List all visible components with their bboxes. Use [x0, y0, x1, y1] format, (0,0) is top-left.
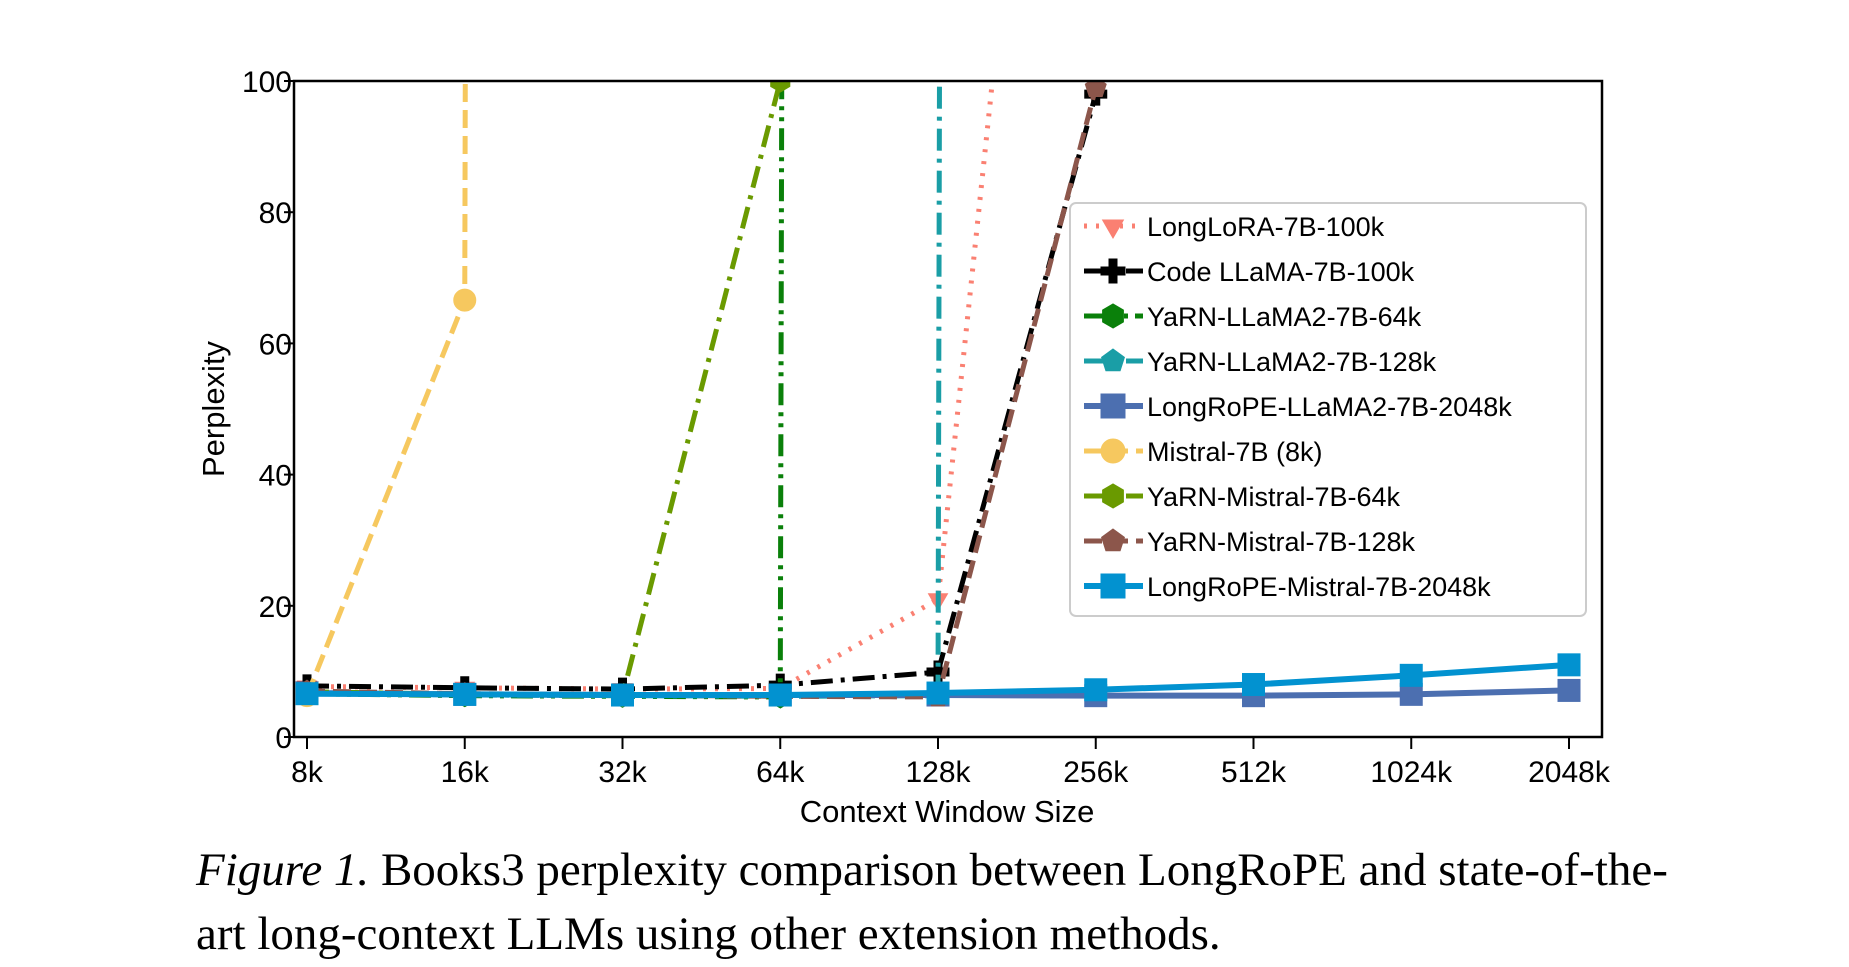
- series-line: [304, 81, 468, 697]
- legend-label: Mistral-7B (8k): [1147, 437, 1323, 467]
- caption-label: Figure 1.: [196, 844, 370, 896]
- y-tick-label: 60: [259, 328, 292, 361]
- square-marker: [1100, 573, 1126, 599]
- legend-item: YaRN-Mistral-7B-128k: [1084, 527, 1416, 557]
- square-marker: [295, 682, 319, 706]
- series-line: [306, 81, 942, 699]
- series-yarn-llama2-7b-128k: [295, 81, 950, 706]
- x-axis-label: Context Window Size: [800, 794, 1095, 829]
- plot-frame: [292, 79, 1604, 739]
- pentagon-marker: [1101, 528, 1125, 552]
- legend-item: LongRoPE-LLaMA2-7B-2048k: [1084, 392, 1512, 422]
- hexagon-marker: [770, 81, 791, 93]
- series-line: [306, 81, 783, 699]
- square-marker: [453, 682, 477, 706]
- pentagon-marker: [1084, 81, 1107, 97]
- series-yarn-mistral-7b-128k: [295, 81, 1107, 707]
- square-marker: [1242, 673, 1265, 697]
- series-line: [306, 81, 995, 692]
- series-yarn-llama2-7b-64k: [297, 81, 791, 709]
- series-longlora-7b-100k: [296, 81, 995, 702]
- x-tick-label: 16k: [441, 756, 490, 789]
- caption-text: Books3 perplexity comparison between Lon…: [196, 844, 1668, 960]
- plus-marker: [926, 660, 950, 684]
- legend-label: LongLoRA-7B-100k: [1147, 212, 1385, 242]
- x-tick-label: 512k: [1221, 756, 1287, 789]
- legend-label: YaRN-LLaMA2-7B-128k: [1147, 347, 1437, 377]
- series-line: [306, 81, 785, 700]
- series-mistral-7b-8k-: [295, 81, 477, 708]
- series-line: [306, 93, 1099, 692]
- square-marker: [768, 683, 792, 707]
- legend-item: Code LLaMA-7B-100k: [1084, 257, 1415, 287]
- x-tick-label: 1024k: [1370, 756, 1453, 789]
- y-tick-label: 100: [242, 66, 292, 99]
- legend-item: YaRN-Mistral-7B-64k: [1084, 482, 1401, 512]
- legend-label: YaRN-LLaMA2-7B-64k: [1147, 302, 1422, 332]
- legend-item: LongLoRA-7B-100k: [1084, 212, 1385, 242]
- figure-caption: Figure 1. Books3 perplexity comparison b…: [196, 838, 1696, 966]
- square-marker: [611, 683, 634, 707]
- circle-marker: [453, 288, 477, 312]
- legend-item: Mistral-7B (8k): [1084, 437, 1323, 467]
- legend-item: YaRN-LLaMA2-7B-128k: [1084, 347, 1437, 377]
- y-tick-label: 20: [259, 591, 292, 624]
- x-tick-label: 128k: [905, 756, 971, 789]
- plus-marker: [1100, 258, 1126, 284]
- legend-label: LongRoPE-Mistral-7B-2048k: [1147, 572, 1491, 602]
- square-marker: [1557, 653, 1581, 677]
- square-marker: [926, 681, 950, 705]
- legend-label: Code LLaMA-7B-100k: [1147, 257, 1415, 287]
- series-longrope-mistral-7b-2048k: [295, 653, 1581, 707]
- x-tick-label: 64k: [756, 756, 805, 789]
- x-tick-label: 8k: [291, 756, 324, 789]
- legend-label: YaRN-Mistral-7B-128k: [1147, 527, 1416, 557]
- x-tick-label: 256k: [1063, 756, 1129, 789]
- series-yarn-mistral-7b-64k: [297, 81, 791, 708]
- legend: LongLoRA-7B-100k Code LLaMA-7B-100k YaRN-L…: [1069, 202, 1587, 617]
- square-marker: [1557, 678, 1581, 702]
- y-tick-label: 80: [259, 197, 292, 230]
- pentagon-marker: [1101, 348, 1125, 372]
- x-tick-label: 2048k: [1528, 756, 1611, 789]
- x-tick-label: 32k: [598, 756, 647, 789]
- series-code-llama-7b-100k: [295, 82, 1108, 701]
- circle-marker: [1100, 438, 1126, 464]
- legend-box: [1069, 202, 1587, 617]
- square-marker: [1399, 663, 1423, 687]
- y-axis-label: Perplexity: [196, 340, 231, 477]
- y-tick-label: 0: [275, 722, 292, 755]
- hexagon-marker: [1102, 303, 1124, 329]
- square-marker: [1100, 393, 1126, 419]
- hexagon-marker: [1102, 483, 1124, 509]
- triangle-down-marker: [1101, 219, 1125, 239]
- legend-item: YaRN-LLaMA2-7B-64k: [1084, 302, 1422, 332]
- y-tick-label: 40: [259, 460, 292, 493]
- legend-label: LongRoPE-LLaMA2-7B-2048k: [1147, 392, 1512, 422]
- legend-item: LongRoPE-Mistral-7B-2048k: [1084, 572, 1491, 602]
- square-marker: [1084, 678, 1108, 702]
- legend-label: YaRN-Mistral-7B-64k: [1147, 482, 1401, 512]
